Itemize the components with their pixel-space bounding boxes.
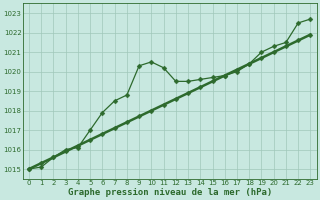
X-axis label: Graphe pression niveau de la mer (hPa): Graphe pression niveau de la mer (hPa) <box>68 188 272 197</box>
